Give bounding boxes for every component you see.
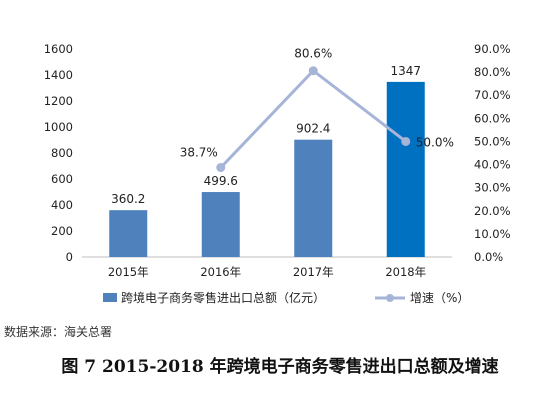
y-right-tick-label: 20.0% — [474, 204, 511, 218]
data-source-note: 数据来源：海关总署 — [4, 325, 113, 339]
bar-value-label: 902.4 — [296, 122, 330, 136]
x-tick-label: 2016年 — [200, 265, 241, 279]
y-right-tick-label: 60.0% — [474, 111, 511, 125]
y-right-tick-label: 0.0% — [474, 250, 503, 264]
bar — [201, 192, 240, 257]
y-right-tick-label: 10.0% — [474, 227, 511, 241]
legend-bar-swatch — [103, 293, 117, 302]
y-right-tick-label: 70.0% — [474, 88, 511, 102]
legend-line-label: 增速（%） — [410, 291, 469, 305]
y-left-tick-label: 400 — [51, 198, 73, 212]
bar-value-label: 360.2 — [111, 192, 145, 206]
growth-point — [401, 136, 411, 146]
y-left-tick-label: 0 — [66, 250, 73, 264]
growth-value-label: 80.6% — [294, 47, 332, 61]
y-left-tick-label: 1000 — [44, 120, 73, 134]
bar — [294, 139, 333, 257]
legend-line-marker — [386, 294, 394, 302]
growth-value-label: 50.0% — [416, 135, 454, 149]
y-left-tick-label: 1600 — [44, 42, 73, 56]
y-left-tick-label: 1200 — [44, 94, 73, 108]
y-right-tick-label: 40.0% — [474, 158, 511, 172]
bar-value-label: 1347 — [390, 64, 421, 78]
growth-point — [308, 66, 318, 76]
y-left-tick-label: 800 — [51, 146, 73, 160]
y-left-tick-label: 1400 — [44, 68, 73, 82]
bar — [109, 210, 148, 257]
growth-point — [216, 163, 226, 173]
y-left-tick-label: 200 — [51, 224, 73, 238]
y-right-tick-label: 90.0% — [474, 42, 511, 56]
y-right-tick-label: 80.0% — [474, 65, 511, 79]
x-tick-label: 2015年 — [108, 265, 149, 279]
y-right-tick-label: 30.0% — [474, 181, 511, 195]
y-left-tick-label: 600 — [51, 172, 73, 186]
growth-value-label: 38.7% — [180, 146, 218, 160]
bar-value-label: 499.6 — [204, 174, 238, 188]
bar — [386, 81, 425, 257]
y-right-tick-label: 50.0% — [474, 134, 511, 148]
legend-bar-label: 跨境电子商务零售进出口总额（亿元） — [121, 290, 325, 305]
x-tick-label: 2017年 — [293, 265, 334, 279]
figure-caption: 图 7 2015-2018 年跨境电子商务零售进出口总额及增速 — [61, 357, 499, 377]
x-tick-label: 2018年 — [385, 265, 426, 279]
